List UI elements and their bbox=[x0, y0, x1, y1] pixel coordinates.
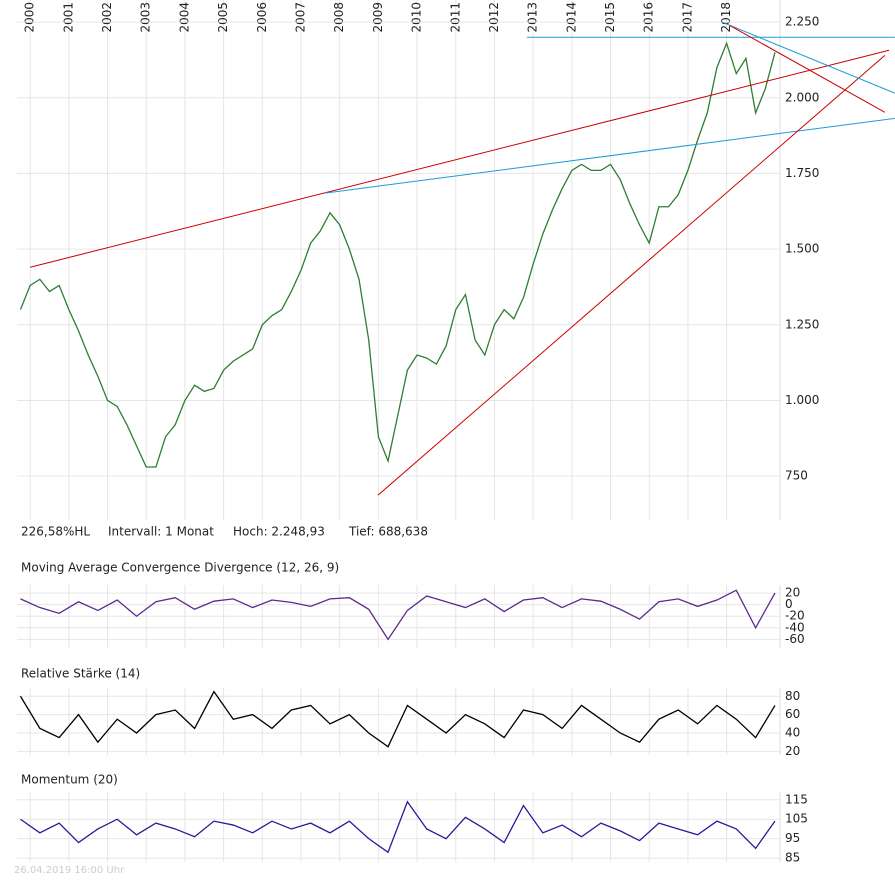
y-tick-label: -60 bbox=[785, 632, 805, 646]
y-tick-label: 0 bbox=[785, 597, 793, 611]
x-tick-label: 2016 bbox=[642, 2, 656, 33]
y-tick-label: 80 bbox=[785, 689, 800, 703]
x-tick-label: 2001 bbox=[61, 2, 75, 33]
x-tick-label: 2012 bbox=[487, 2, 501, 33]
x-tick-label: 2009 bbox=[371, 2, 385, 33]
y-tick-label: 95 bbox=[785, 831, 800, 845]
info-high: Hoch: 2.248,93 bbox=[233, 525, 325, 539]
x-tick-label: 2018 bbox=[719, 2, 733, 33]
y-tick-label: -40 bbox=[785, 620, 805, 634]
x-tick-label: 2015 bbox=[603, 2, 617, 33]
y-tick-label: 105 bbox=[785, 812, 808, 826]
x-tick-label: 2004 bbox=[177, 2, 191, 33]
y-tick-label: 20 bbox=[785, 744, 800, 758]
trend-line bbox=[30, 49, 890, 268]
panel-title: Momentum (20) bbox=[21, 773, 118, 787]
y-tick-label: 40 bbox=[785, 725, 800, 739]
y-tick-label: 115 bbox=[785, 792, 808, 806]
x-tick-label: 2008 bbox=[332, 2, 346, 33]
series-line bbox=[20, 589, 776, 641]
x-tick-label: 2005 bbox=[216, 2, 230, 33]
x-tick-label: 2006 bbox=[255, 2, 269, 33]
x-tick-label: 2007 bbox=[293, 2, 307, 33]
trend-line bbox=[324, 117, 895, 194]
y-tick-label: 750 bbox=[785, 469, 808, 483]
trend-line bbox=[721, 21, 895, 94]
y-tick-label: 60 bbox=[785, 707, 800, 721]
info-interval: Intervall: 1 Monat bbox=[108, 525, 214, 539]
y-tick-label: 2.250 bbox=[785, 15, 819, 29]
x-tick-label: 2003 bbox=[139, 2, 153, 33]
x-tick-label: 2000 bbox=[23, 2, 37, 33]
info-range: 226,58%HL bbox=[21, 525, 90, 539]
x-tick-label: 2002 bbox=[100, 2, 114, 33]
x-tick-label: 2013 bbox=[526, 2, 540, 33]
x-tick-label: 2011 bbox=[448, 2, 462, 33]
trend-line bbox=[729, 24, 886, 113]
timestamp: 26.04.2019 16:00 Uhr bbox=[14, 865, 125, 876]
y-tick-label: 85 bbox=[785, 851, 800, 865]
panel-title: Moving Average Convergence Divergence (1… bbox=[21, 561, 339, 575]
y-tick-label: 20 bbox=[785, 586, 800, 600]
y-tick-label: 1.500 bbox=[785, 242, 819, 256]
panel-title: Relative Stärke (14) bbox=[21, 667, 140, 681]
y-tick-label: 1.750 bbox=[785, 166, 819, 180]
y-tick-label: 1.000 bbox=[785, 393, 819, 407]
x-tick-label: 2014 bbox=[564, 2, 578, 33]
info-low: Tief: 688,638 bbox=[348, 525, 428, 539]
series-line bbox=[20, 800, 776, 854]
x-tick-label: 2017 bbox=[680, 2, 694, 33]
y-tick-label: -20 bbox=[785, 609, 805, 623]
trend-line bbox=[377, 55, 886, 496]
series-line bbox=[19, 41, 776, 468]
x-tick-label: 2010 bbox=[410, 2, 424, 33]
y-tick-label: 2.000 bbox=[785, 90, 819, 104]
y-tick-label: 1.250 bbox=[785, 317, 819, 331]
series-line bbox=[19, 690, 776, 748]
